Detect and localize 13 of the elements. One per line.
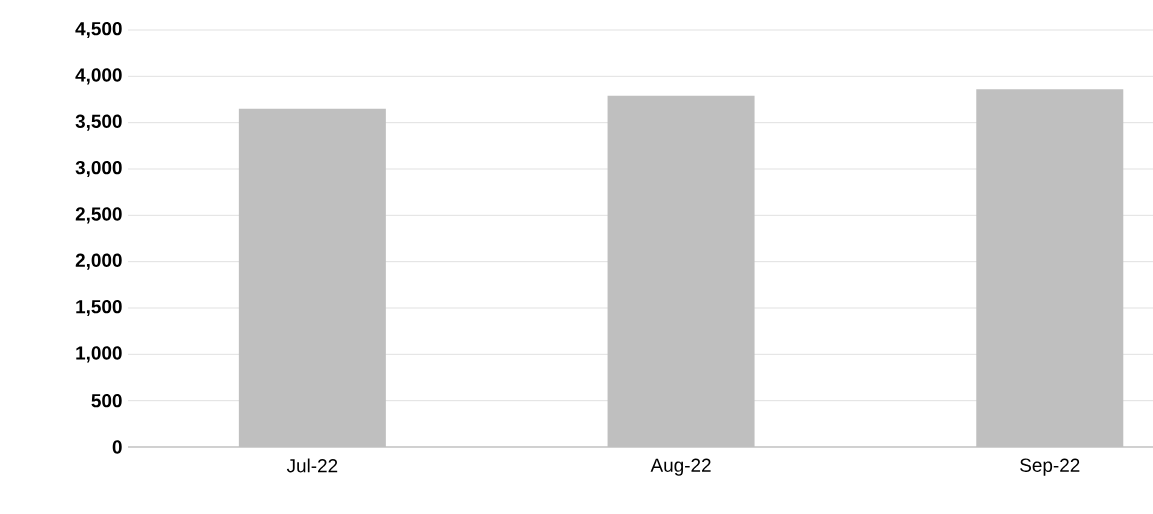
y-tick-label: 2,500 [75,207,122,224]
y-tick-label: 2,000 [75,253,122,270]
x-tick-label: Sep-22 [1020,458,1080,476]
x-tick-label: Jul-22 [286,458,338,473]
y-tick-label: 1,500 [76,299,122,317]
y-tick-label: 3,000 [75,160,122,178]
y-tick-label: 4,000 [75,68,122,85]
y-tick-label: 0 [112,440,122,454]
y-tick-label: 3,500 [75,114,122,131]
x-tick-label: Aug-22 [650,458,711,476]
y-tick-label: 500 [91,393,122,408]
y-tick-label: 1,000 [76,346,122,363]
y-tick-label: 4,500 [75,21,122,39]
